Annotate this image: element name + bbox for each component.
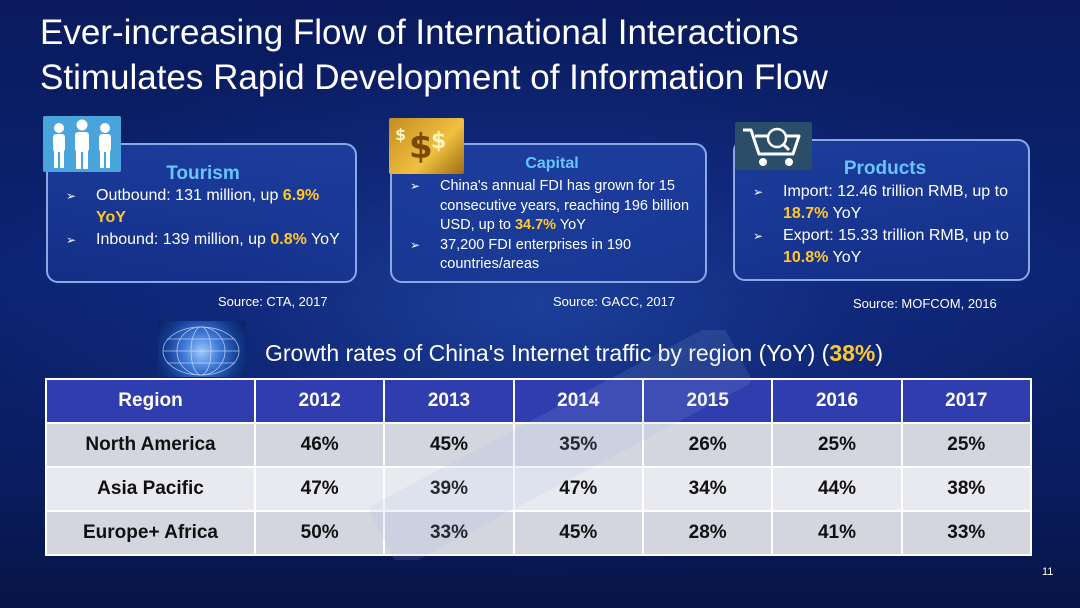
cell-value: 46%	[253, 422, 386, 468]
capital-bullets: ➢ China's annual FDI has grown for 15 co…	[410, 177, 700, 275]
slide-title-line-2: Stimulates Rapid Development of Informat…	[40, 58, 828, 97]
cell-value: 39%	[383, 466, 515, 512]
products-export-tail: YoY	[828, 249, 862, 266]
slide-title-line-1: Ever-increasing Flow of International In…	[40, 13, 799, 52]
money-icon: $ $ $	[389, 118, 464, 174]
cell-value: 47%	[512, 466, 644, 512]
products-bullet-import: ➢ Import: 12.46 trillion RMB, up to 18.7…	[753, 181, 1028, 225]
capital-fdi-tail: YoY	[556, 217, 586, 233]
traffic-heading-tail: )	[875, 340, 884, 366]
bullet-arrow-icon: ➢	[410, 179, 421, 193]
bullet-arrow-icon: ➢	[753, 185, 764, 199]
bullet-arrow-icon: ➢	[66, 233, 77, 247]
tourism-panel: Tourism ➢ Outbound: 131 million, up 6.9%…	[46, 143, 357, 283]
header-2015: 2015	[641, 378, 774, 424]
tourism-inbound-text: Inbound: 139 million, up	[96, 231, 271, 248]
bullet-arrow-icon: ➢	[66, 189, 77, 203]
bullet-arrow-icon: ➢	[753, 229, 764, 243]
svg-text:$: $	[395, 125, 406, 144]
tourism-title: Tourism	[166, 163, 240, 184]
traffic-table-heading: Growth rates of China's Internet traffic…	[265, 340, 883, 367]
header-2012: 2012	[253, 378, 386, 424]
cell-value: 33%	[900, 510, 1033, 556]
page-number: 11	[1042, 566, 1054, 578]
products-panel: Products ➢ Import: 12.46 trillion RMB, u…	[733, 139, 1030, 281]
capital-enterprises-text: 37,200 FDI enterprises in 190 countries/…	[440, 236, 632, 273]
cell-region: Europe+ Africa	[45, 510, 256, 556]
cell-value: 47%	[253, 466, 386, 512]
shopping-cart-icon	[735, 122, 812, 170]
tourism-bullet-outbound: ➢ Outbound: 131 million, up 6.9% YoY	[66, 185, 351, 229]
products-bullets: ➢ Import: 12.46 trillion RMB, up to 18.7…	[753, 181, 1028, 269]
cell-value: 44%	[771, 466, 903, 512]
slide-title: Ever-increasing Flow of International In…	[40, 10, 1040, 100]
tourism-source: Source: CTA, 2017	[218, 294, 328, 309]
tourism-bullets: ➢ Outbound: 131 million, up 6.9% YoY ➢ I…	[66, 185, 351, 251]
products-import-growth: 18.7%	[783, 205, 829, 222]
tourism-bullet-inbound: ➢ Inbound: 139 million, up 0.8% YoY	[66, 229, 351, 251]
svg-text:$: $	[431, 129, 446, 154]
table-row: Europe+ Africa 50% 33% 45% 28% 41% 33%	[45, 510, 1033, 556]
tourism-outbound-text: Outbound: 131 million, up	[96, 187, 283, 204]
cell-value: 41%	[771, 510, 903, 556]
cell-value: 50%	[253, 510, 386, 556]
bullet-arrow-icon: ➢	[410, 237, 421, 252]
cell-value: 35%	[512, 422, 644, 468]
table-row: Asia Pacific 47% 39% 47% 34% 44% 38%	[45, 466, 1033, 512]
header-2013: 2013	[383, 378, 515, 424]
products-import-text: Import: 12.46 trillion RMB, up to	[783, 183, 1008, 200]
table-header-row: Region 2012 2013 2014 2015 2016 2017	[45, 378, 1033, 424]
svg-text:$: $	[409, 127, 433, 167]
cell-value: 38%	[900, 466, 1033, 512]
traffic-heading-text: Growth rates of China's Internet traffic…	[265, 340, 830, 366]
tourism-inbound-tail: YoY	[306, 231, 340, 248]
products-export-growth: 10.8%	[783, 249, 829, 266]
products-export-text: Export: 15.33 trillion RMB, up to	[783, 227, 1009, 244]
cell-value: 25%	[900, 422, 1033, 468]
cell-value: 33%	[383, 510, 515, 556]
globe-icon	[158, 321, 245, 377]
products-import-tail: YoY	[828, 205, 862, 222]
cell-value: 25%	[771, 422, 903, 468]
cell-value: 45%	[512, 510, 644, 556]
products-bullet-export: ➢ Export: 15.33 trillion RMB, up to 10.8…	[753, 225, 1028, 269]
cell-region: Asia Pacific	[45, 466, 256, 512]
capital-bullet-enterprises: ➢ 37,200 FDI enterprises in 190 countrie…	[410, 236, 700, 275]
cell-region: North America	[45, 422, 256, 468]
table-row: North America 46% 45% 35% 26% 25% 25%	[45, 422, 1033, 468]
products-source: Source: MOFCOM, 2016	[853, 296, 997, 311]
header-2017: 2017	[900, 378, 1033, 424]
header-2014: 2014	[512, 378, 644, 424]
capital-bullet-fdi: ➢ China's annual FDI has grown for 15 co…	[410, 177, 700, 236]
cell-value: 26%	[641, 422, 774, 468]
capital-source: Source: GACC, 2017	[553, 294, 676, 309]
people-icon	[43, 116, 121, 172]
capital-title: Capital	[525, 155, 579, 172]
tourism-outbound-growth: 6.9% YoY	[96, 187, 320, 226]
cell-value: 45%	[383, 422, 515, 468]
tourism-inbound-growth: 0.8%	[270, 231, 307, 248]
capital-fdi-growth: 34.7%	[514, 217, 557, 233]
products-title: Products	[843, 158, 927, 179]
traffic-heading-highlight: 38%	[829, 340, 876, 366]
capital-fdi-text: China's annual FDI has grown for 15 cons…	[440, 178, 690, 233]
header-region: Region	[45, 378, 256, 424]
cell-value: 34%	[641, 466, 774, 512]
header-2016: 2016	[771, 378, 903, 424]
traffic-table: Region 2012 2013 2014 2015 2016 2017 Nor…	[45, 378, 1033, 556]
cell-value: 28%	[641, 510, 774, 556]
